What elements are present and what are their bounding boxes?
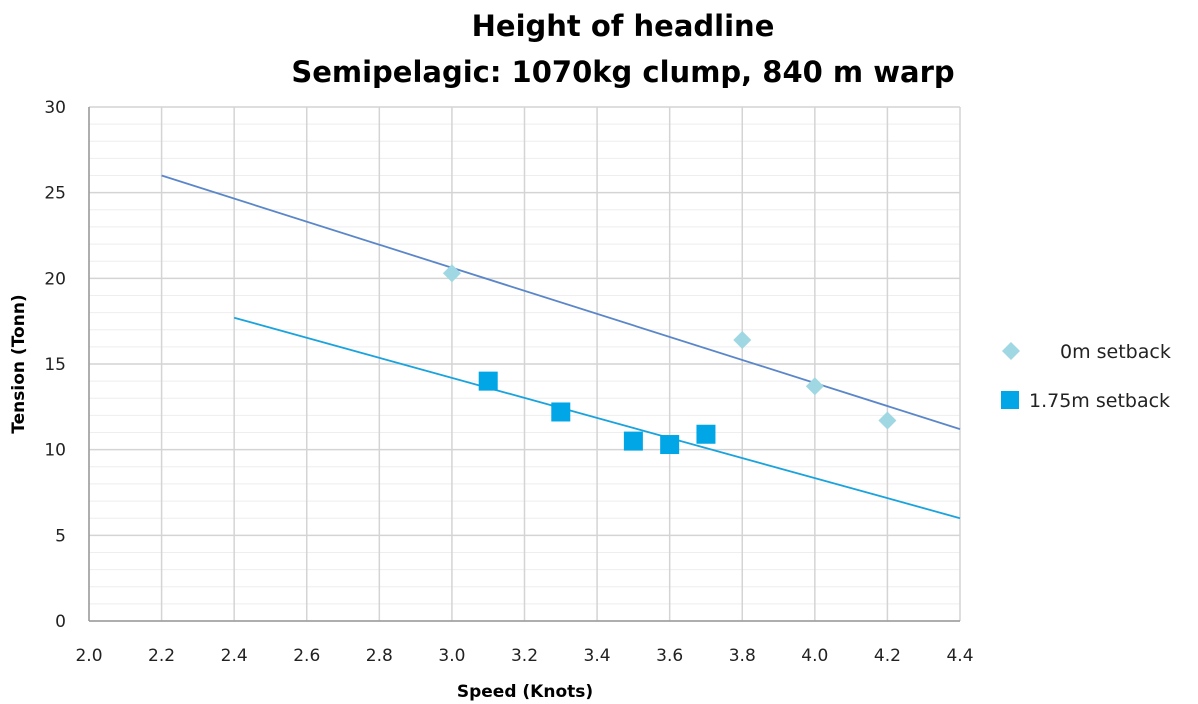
legend-marker-square [1001,391,1019,409]
x-tick-labels: 2.0 2.2 2.4 2.6 2.8 3.0 3.2 3.4 3.6 3.8 4.0 4.2 4.4 [75,646,973,666]
y-tick-label: 5 [55,526,66,546]
legend: 0m setback 1.75m setback [1001,341,1171,412]
x-tick-label: 2.6 [293,646,320,666]
data-point-diamond [878,411,897,430]
data-point-square [623,431,643,451]
legend-label: 1.75m setback [1029,390,1170,412]
data-point-square [696,424,716,444]
y-tick-label: 30 [44,98,66,118]
x-tick-label: 3.0 [438,646,465,666]
x-tick-label: 3.2 [511,646,538,666]
y-tick-label: 15 [44,355,66,375]
x-tick-label: 3.6 [656,646,683,666]
x-tick-label: 4.2 [874,646,901,666]
data-point-diamond [805,377,824,396]
x-tick-label: 4.0 [801,646,828,666]
x-tick-label: 3.4 [584,646,611,666]
y-tick-label: 25 [44,184,66,204]
y-tick-label: 0 [55,612,66,632]
y-tick-labels: 0 5 10 15 20 25 30 [44,98,66,632]
y-tick-label: 20 [44,269,66,289]
data-point-diamond [733,331,752,350]
trendlines [161,174,961,520]
x-tick-label: 2.4 [221,646,248,666]
legend-label: 0m setback [1060,341,1171,363]
legend-marker-diamond [1002,342,1020,360]
x-tick-label: 4.4 [946,646,973,666]
data-points [442,264,897,455]
data-point-square [660,435,680,455]
data-point-diamond [442,264,461,283]
x-tick-label: 2.2 [148,646,175,666]
chart-title: Height of headline [472,9,775,43]
data-point-square [551,402,571,422]
chart-subtitle: Semipelagic: 1070kg clump, 840 m warp [291,55,954,89]
grid [88,106,961,622]
y-axis-label: Tension (Tonn) [9,294,29,433]
data-point-square [478,371,498,391]
x-tick-label: 2.0 [75,646,102,666]
x-axis-label: Speed (Knots) [457,682,593,702]
y-tick-label: 10 [44,441,66,461]
x-tick-label: 3.8 [729,646,756,666]
trendline [233,316,961,520]
x-tick-label: 2.8 [366,646,393,666]
trendline [161,174,961,430]
